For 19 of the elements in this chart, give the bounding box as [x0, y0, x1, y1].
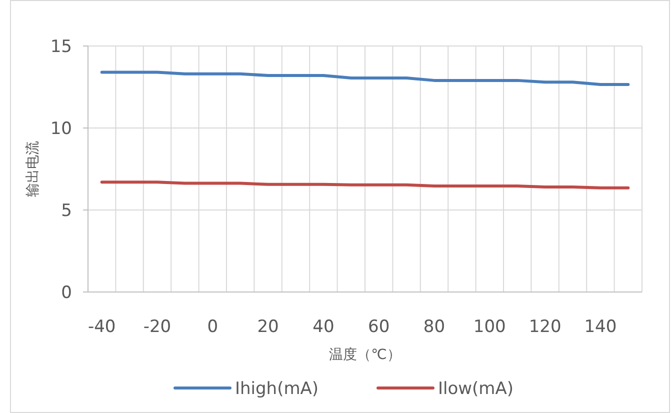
x-tick-label: 40 — [312, 317, 334, 337]
y-tick-label: 5 — [61, 201, 72, 221]
y-tick-label: 10 — [50, 119, 72, 139]
x-axis-title: 温度（℃） — [329, 347, 401, 363]
x-tick-label: 80 — [423, 317, 446, 337]
y-tick-label: 0 — [61, 283, 72, 303]
x-tick-label: 140 — [584, 317, 617, 337]
y-tick-label: 15 — [50, 37, 72, 57]
x-tick-label: -20 — [143, 317, 172, 337]
x-tick-label: 20 — [257, 317, 279, 337]
x-tick-label: -40 — [88, 317, 116, 337]
y-axis-title: 输出电流 — [25, 141, 41, 197]
x-tick-label: 100 — [473, 317, 506, 337]
x-tick-label: 60 — [368, 317, 390, 337]
x-tick-label: 0 — [207, 317, 218, 337]
line-series — [100, 70, 630, 86]
x-tick-label: 120 — [528, 317, 562, 337]
legend-label: Ihigh(mA) — [235, 379, 319, 399]
legend-label: Ilow(mA) — [438, 379, 514, 399]
